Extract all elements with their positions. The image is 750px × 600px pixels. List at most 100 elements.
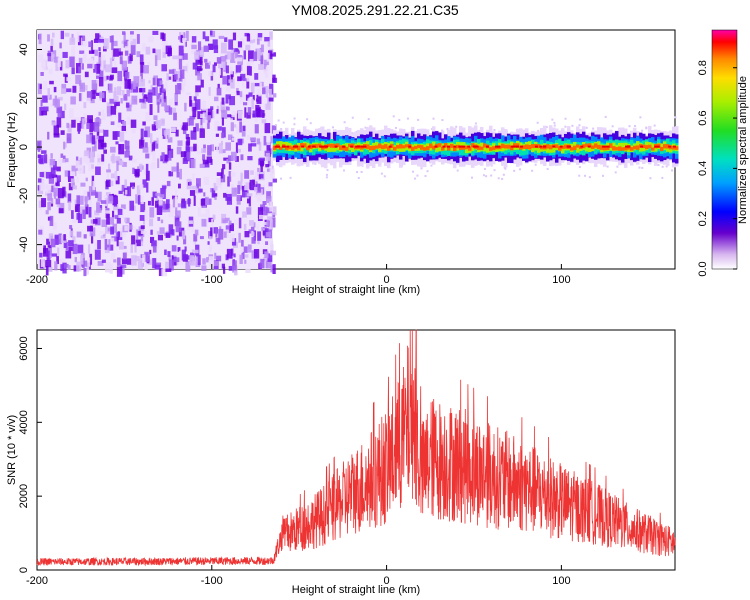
band-cell: [347, 143, 352, 148]
band-cell: [557, 146, 562, 151]
noise-cell: [191, 36, 197, 43]
band-scatter: [441, 119, 444, 122]
band-cell: [530, 144, 535, 149]
noise-cell: [140, 202, 146, 213]
noise-cell: [201, 213, 207, 218]
band-cell: [662, 144, 667, 149]
noise-cell: [159, 97, 163, 101]
noise-cell: [250, 226, 255, 232]
band-cell: [383, 144, 388, 149]
noise-cell: [221, 168, 224, 179]
noise-cell: [96, 202, 100, 213]
band-peak: [495, 145, 499, 148]
band-cell: [443, 142, 448, 148]
band-scatter: [357, 176, 360, 179]
noise-cell: [77, 35, 83, 46]
noise-cell: [241, 125, 246, 137]
band-peak: [350, 145, 354, 148]
noise-cell: [199, 46, 205, 57]
noise-cell: [109, 264, 113, 274]
noise-cell: [176, 172, 180, 178]
band-cell: [584, 145, 589, 152]
noise-cell: [228, 265, 235, 271]
noise-cell: [256, 38, 260, 45]
band-cell: [551, 144, 556, 153]
noise-cell: [175, 210, 181, 218]
noise-cell: [69, 37, 76, 45]
noise-cell: [215, 178, 221, 186]
noise-cell: [256, 192, 262, 202]
noise-cell: [50, 38, 54, 47]
noise-cell: [265, 258, 268, 269]
noise-cell: [110, 121, 115, 126]
noise-cell: [106, 169, 111, 173]
chart-title: YM08.2025.291.22.21.C35: [291, 2, 459, 18]
noise-cell: [113, 48, 119, 57]
noise-cell: [239, 47, 244, 51]
noise-cell: [143, 130, 148, 137]
band-cell: [485, 145, 490, 153]
noise-cell: [112, 223, 118, 233]
noise-cell: [152, 162, 157, 166]
noise-cell: [137, 258, 143, 270]
band-cell: [344, 146, 349, 152]
noise-cell: [118, 190, 123, 195]
noise-cell: [83, 85, 88, 91]
noise-cell: [177, 83, 182, 90]
band-scatter: [639, 116, 642, 119]
band-scatter: [420, 167, 423, 170]
noise-cell: [100, 200, 107, 204]
noise-cell: [173, 112, 177, 121]
noise-cell: [266, 140, 271, 146]
noise-cell: [98, 77, 104, 87]
noise-cell: [174, 197, 178, 208]
noise-cell: [253, 222, 256, 228]
band-cell: [461, 142, 466, 149]
noise-cell: [143, 65, 149, 74]
band-peak: [512, 145, 516, 148]
noise-cell: [65, 59, 70, 69]
noise-cell: [142, 217, 146, 225]
noise-cell: [230, 171, 236, 177]
noise-cell: [148, 89, 155, 95]
band-cell: [284, 146, 289, 151]
band-cell: [641, 144, 646, 149]
noise-cell: [197, 73, 202, 81]
band-cell: [671, 145, 676, 150]
noise-cell: [95, 141, 100, 148]
noise-cell: [190, 130, 197, 140]
noise-cell: [163, 201, 166, 210]
band-scatter: [537, 129, 540, 132]
band-peak: [473, 145, 477, 148]
noise-cell: [194, 51, 200, 60]
noise-cell: [183, 151, 190, 162]
noise-cell: [55, 198, 61, 205]
noise-cell: [230, 52, 236, 63]
band-scatter: [645, 126, 648, 129]
noise-cell: [248, 196, 252, 207]
noise-cell: [262, 221, 269, 226]
band-cell: [377, 143, 382, 149]
noise-cell: [125, 217, 130, 224]
noise-cell: [113, 259, 117, 263]
noise-cell: [181, 82, 185, 93]
noise-cell: [161, 64, 168, 72]
noise-cell: [90, 96, 95, 104]
noise-cell: [105, 64, 112, 73]
noise-cell: [97, 239, 101, 250]
band-cell: [326, 145, 331, 153]
noise-cell: [267, 41, 271, 47]
noise-cell: [125, 145, 130, 152]
band-cell: [401, 145, 406, 149]
band-peak: [312, 145, 316, 148]
noise-cell: [99, 92, 105, 99]
noise-cell: [57, 107, 62, 118]
noise-cell: [94, 249, 101, 260]
noise-cell: [110, 146, 116, 153]
noise-cell: [177, 140, 183, 146]
band-cell: [608, 143, 613, 148]
noise-cell: [236, 90, 240, 96]
noise-cell: [242, 125, 246, 132]
band-peak: [566, 145, 570, 148]
band-scatter: [578, 166, 581, 169]
